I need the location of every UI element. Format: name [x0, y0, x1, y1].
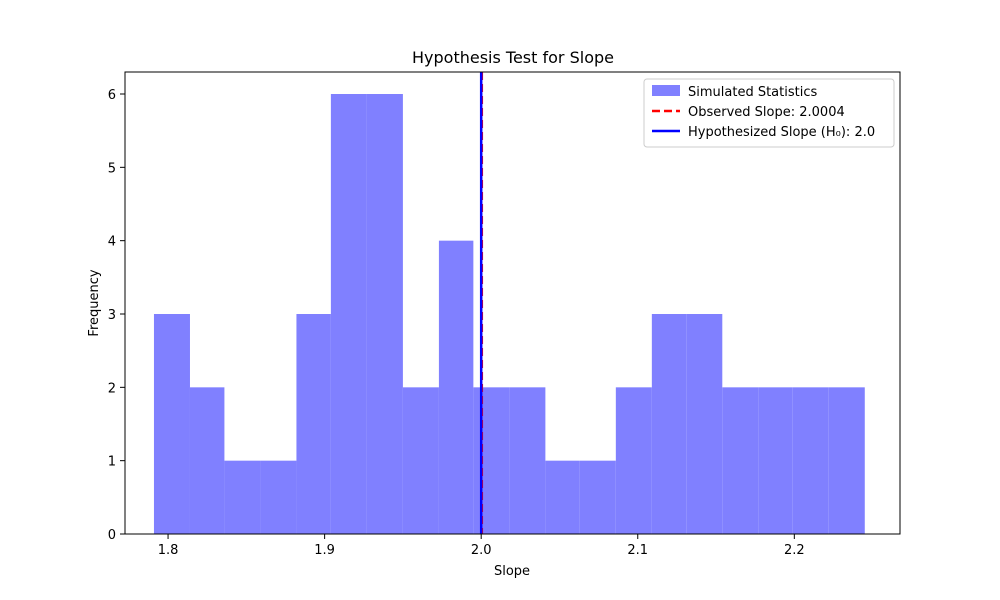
- histogram-bar: [366, 94, 403, 534]
- histogram-bar: [438, 240, 474, 534]
- y-tick-label: 6: [108, 88, 116, 103]
- histogram-bar: [189, 387, 225, 534]
- histogram-bar: [722, 387, 759, 534]
- histogram-bar: [651, 314, 687, 534]
- x-tick-label: 1.9: [314, 543, 335, 558]
- x-tick-label: 2.1: [627, 543, 648, 558]
- histogram-bar: [296, 314, 331, 534]
- histogram-bar: [260, 460, 297, 534]
- y-tick-label: 3: [108, 308, 116, 323]
- legend-box: [643, 78, 895, 148]
- y-tick-label: 5: [108, 161, 116, 176]
- x-tick-label: 2.0: [471, 543, 492, 558]
- x-axis: 1.8 1.9 2.0 2.1 2.2: [158, 534, 805, 558]
- y-tick-label: 0: [108, 528, 116, 543]
- histogram-bar: [402, 387, 439, 534]
- histogram-bar: [686, 314, 723, 534]
- y-tick-label: 4: [108, 235, 116, 250]
- chart-title: Hypothesis Test for Slope: [412, 48, 614, 67]
- x-axis-label: Slope: [494, 564, 530, 579]
- histogram-bar: [792, 387, 829, 534]
- y-axis: 0 1 2 3 4 5 6: [108, 88, 125, 543]
- y-tick-label: 1: [108, 455, 116, 470]
- histogram-bar: [224, 460, 261, 534]
- legend-swatch-bars: [652, 85, 680, 96]
- histogram-bar: [545, 460, 580, 534]
- x-tick-label: 1.8: [158, 543, 179, 558]
- reference-lines-layer: [479, 72, 484, 534]
- histogram-bar: [153, 314, 190, 534]
- legend-label-hypothesized: Hypothesized Slope (H₀): 2.0: [688, 125, 875, 140]
- x-tick-label: 2.2: [784, 543, 805, 558]
- histogram-bar: [509, 387, 546, 534]
- histogram-bar: [330, 94, 367, 534]
- bars-layer: [153, 94, 865, 534]
- histogram-bar: [615, 387, 652, 534]
- plot-frame: [124, 71, 901, 535]
- legend: Simulated Statistics Observed Slope: 2.0…: [643, 78, 895, 148]
- histogram-bar: [473, 387, 510, 534]
- histogram-bar: [828, 387, 865, 534]
- y-tick-label: 2: [108, 381, 116, 396]
- histogram-bar: [758, 387, 793, 534]
- histogram-bar: [579, 460, 616, 534]
- legend-label-observed: Observed Slope: 2.0004: [688, 105, 845, 120]
- y-axis-label: Frequency: [87, 269, 102, 336]
- legend-label-simulated: Simulated Statistics: [688, 85, 817, 100]
